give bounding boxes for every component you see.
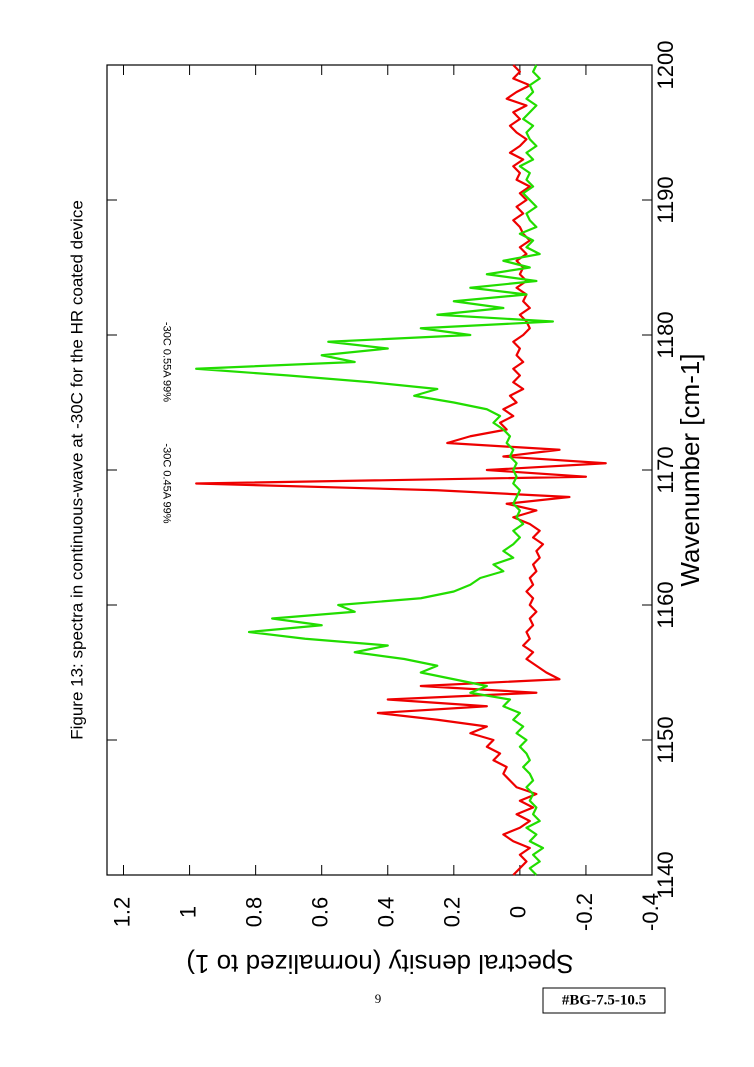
chart-title: Figure 13: spectra in continuous-wave at… xyxy=(67,200,86,740)
y-tick-label: 0.8 xyxy=(241,897,266,928)
tag: #BG-7.5-10.5 xyxy=(562,992,646,1008)
y-tick-label: 0.4 xyxy=(374,897,399,928)
y-tick-label: 0 xyxy=(506,906,531,918)
data-line xyxy=(195,64,555,876)
y-axis-label: Spectral density (normalized to 1) xyxy=(186,949,573,979)
x-tick-label: 1140 xyxy=(653,851,678,898)
tag-box xyxy=(542,987,666,1014)
annotation: -30C 0.55A 99% xyxy=(161,322,173,402)
plot-frame xyxy=(106,64,653,876)
y-tick-label: -0.2 xyxy=(572,893,597,931)
y-tick-label: 0.2 xyxy=(440,897,465,928)
y-tick-label: 1.2 xyxy=(109,897,134,928)
x-tick-label: 1200 xyxy=(653,41,678,90)
data-line xyxy=(195,64,607,876)
y-tick-label: -0.4 xyxy=(638,893,663,931)
y-tick-label: 1 xyxy=(175,906,200,918)
x-tick-label: 1190 xyxy=(653,176,678,223)
y-tick-label: 0.6 xyxy=(308,897,333,928)
annotation: -30C 0.45A 99% xyxy=(161,443,173,523)
page-number: 9 xyxy=(375,991,382,1006)
x-tick-label: 1150 xyxy=(653,716,678,763)
x-tick-label: 1160 xyxy=(653,581,678,628)
x-tick-label: 1180 xyxy=(653,311,678,358)
x-axis-label: Wavenumber [cm-1] xyxy=(675,353,705,586)
x-tick-label: 1170 xyxy=(653,446,678,493)
